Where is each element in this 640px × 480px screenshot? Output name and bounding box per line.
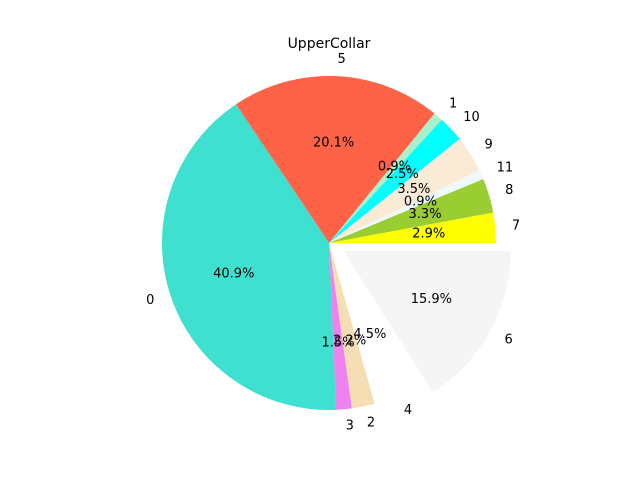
slice-percent-7: 2.9% <box>412 226 445 241</box>
pie-slice-10 <box>329 119 460 243</box>
slice-percent-11: 0.9% <box>404 194 437 209</box>
slice-percent-9: 3.5% <box>397 182 430 197</box>
slice-label-8: 8 <box>505 183 513 198</box>
pie-slice-8 <box>329 179 494 243</box>
pie-slice-5 <box>235 76 435 244</box>
slice-percent-4: 4.5% <box>353 327 386 342</box>
slice-label-6: 6 <box>504 332 512 347</box>
slice-label-7: 7 <box>512 219 520 234</box>
pie-slice-2 <box>329 243 375 409</box>
pie-slice-6 <box>343 251 511 393</box>
pie-slice-3 <box>329 243 352 410</box>
chart-title: UpperCollar <box>288 36 371 52</box>
pie-slice-1 <box>329 113 442 244</box>
pie-slice-11 <box>329 170 484 243</box>
slice-percent-1: 0.9% <box>378 160 411 175</box>
slice-percent-8: 3.3% <box>409 207 442 222</box>
pie-slice-9 <box>329 139 480 243</box>
pie-slice-4 <box>329 243 419 404</box>
slice-label-4: 4 <box>404 403 412 418</box>
pie-slices <box>161 76 511 410</box>
slice-percent-3: 1.5% <box>322 335 355 350</box>
slice-label-0: 0 <box>146 293 154 308</box>
slice-label-9: 9 <box>485 138 493 153</box>
slice-label-2: 2 <box>367 415 375 430</box>
slice-percent-5: 20.1% <box>313 135 354 150</box>
slice-label-5: 5 <box>337 52 345 67</box>
pie-slice-0 <box>161 104 337 410</box>
pie-slice-7 <box>329 212 497 243</box>
pie-labels: 7 2.9% 8 3.3% 11 0.9% 9 3.5% 10 2.5% 1 0.9% 5 20.1% 0 4… <box>146 52 520 433</box>
slice-label-10: 10 <box>463 110 480 125</box>
slice-percent-0: 40.9% <box>213 267 254 282</box>
slice-percent-10: 2.5% <box>386 167 419 182</box>
slice-label-1: 1 <box>449 96 457 111</box>
slice-label-3: 3 <box>346 418 354 433</box>
slice-percent-2: 2.2% <box>333 334 366 349</box>
slice-label-11: 11 <box>497 160 514 175</box>
slice-percent-6: 15.9% <box>411 292 452 307</box>
